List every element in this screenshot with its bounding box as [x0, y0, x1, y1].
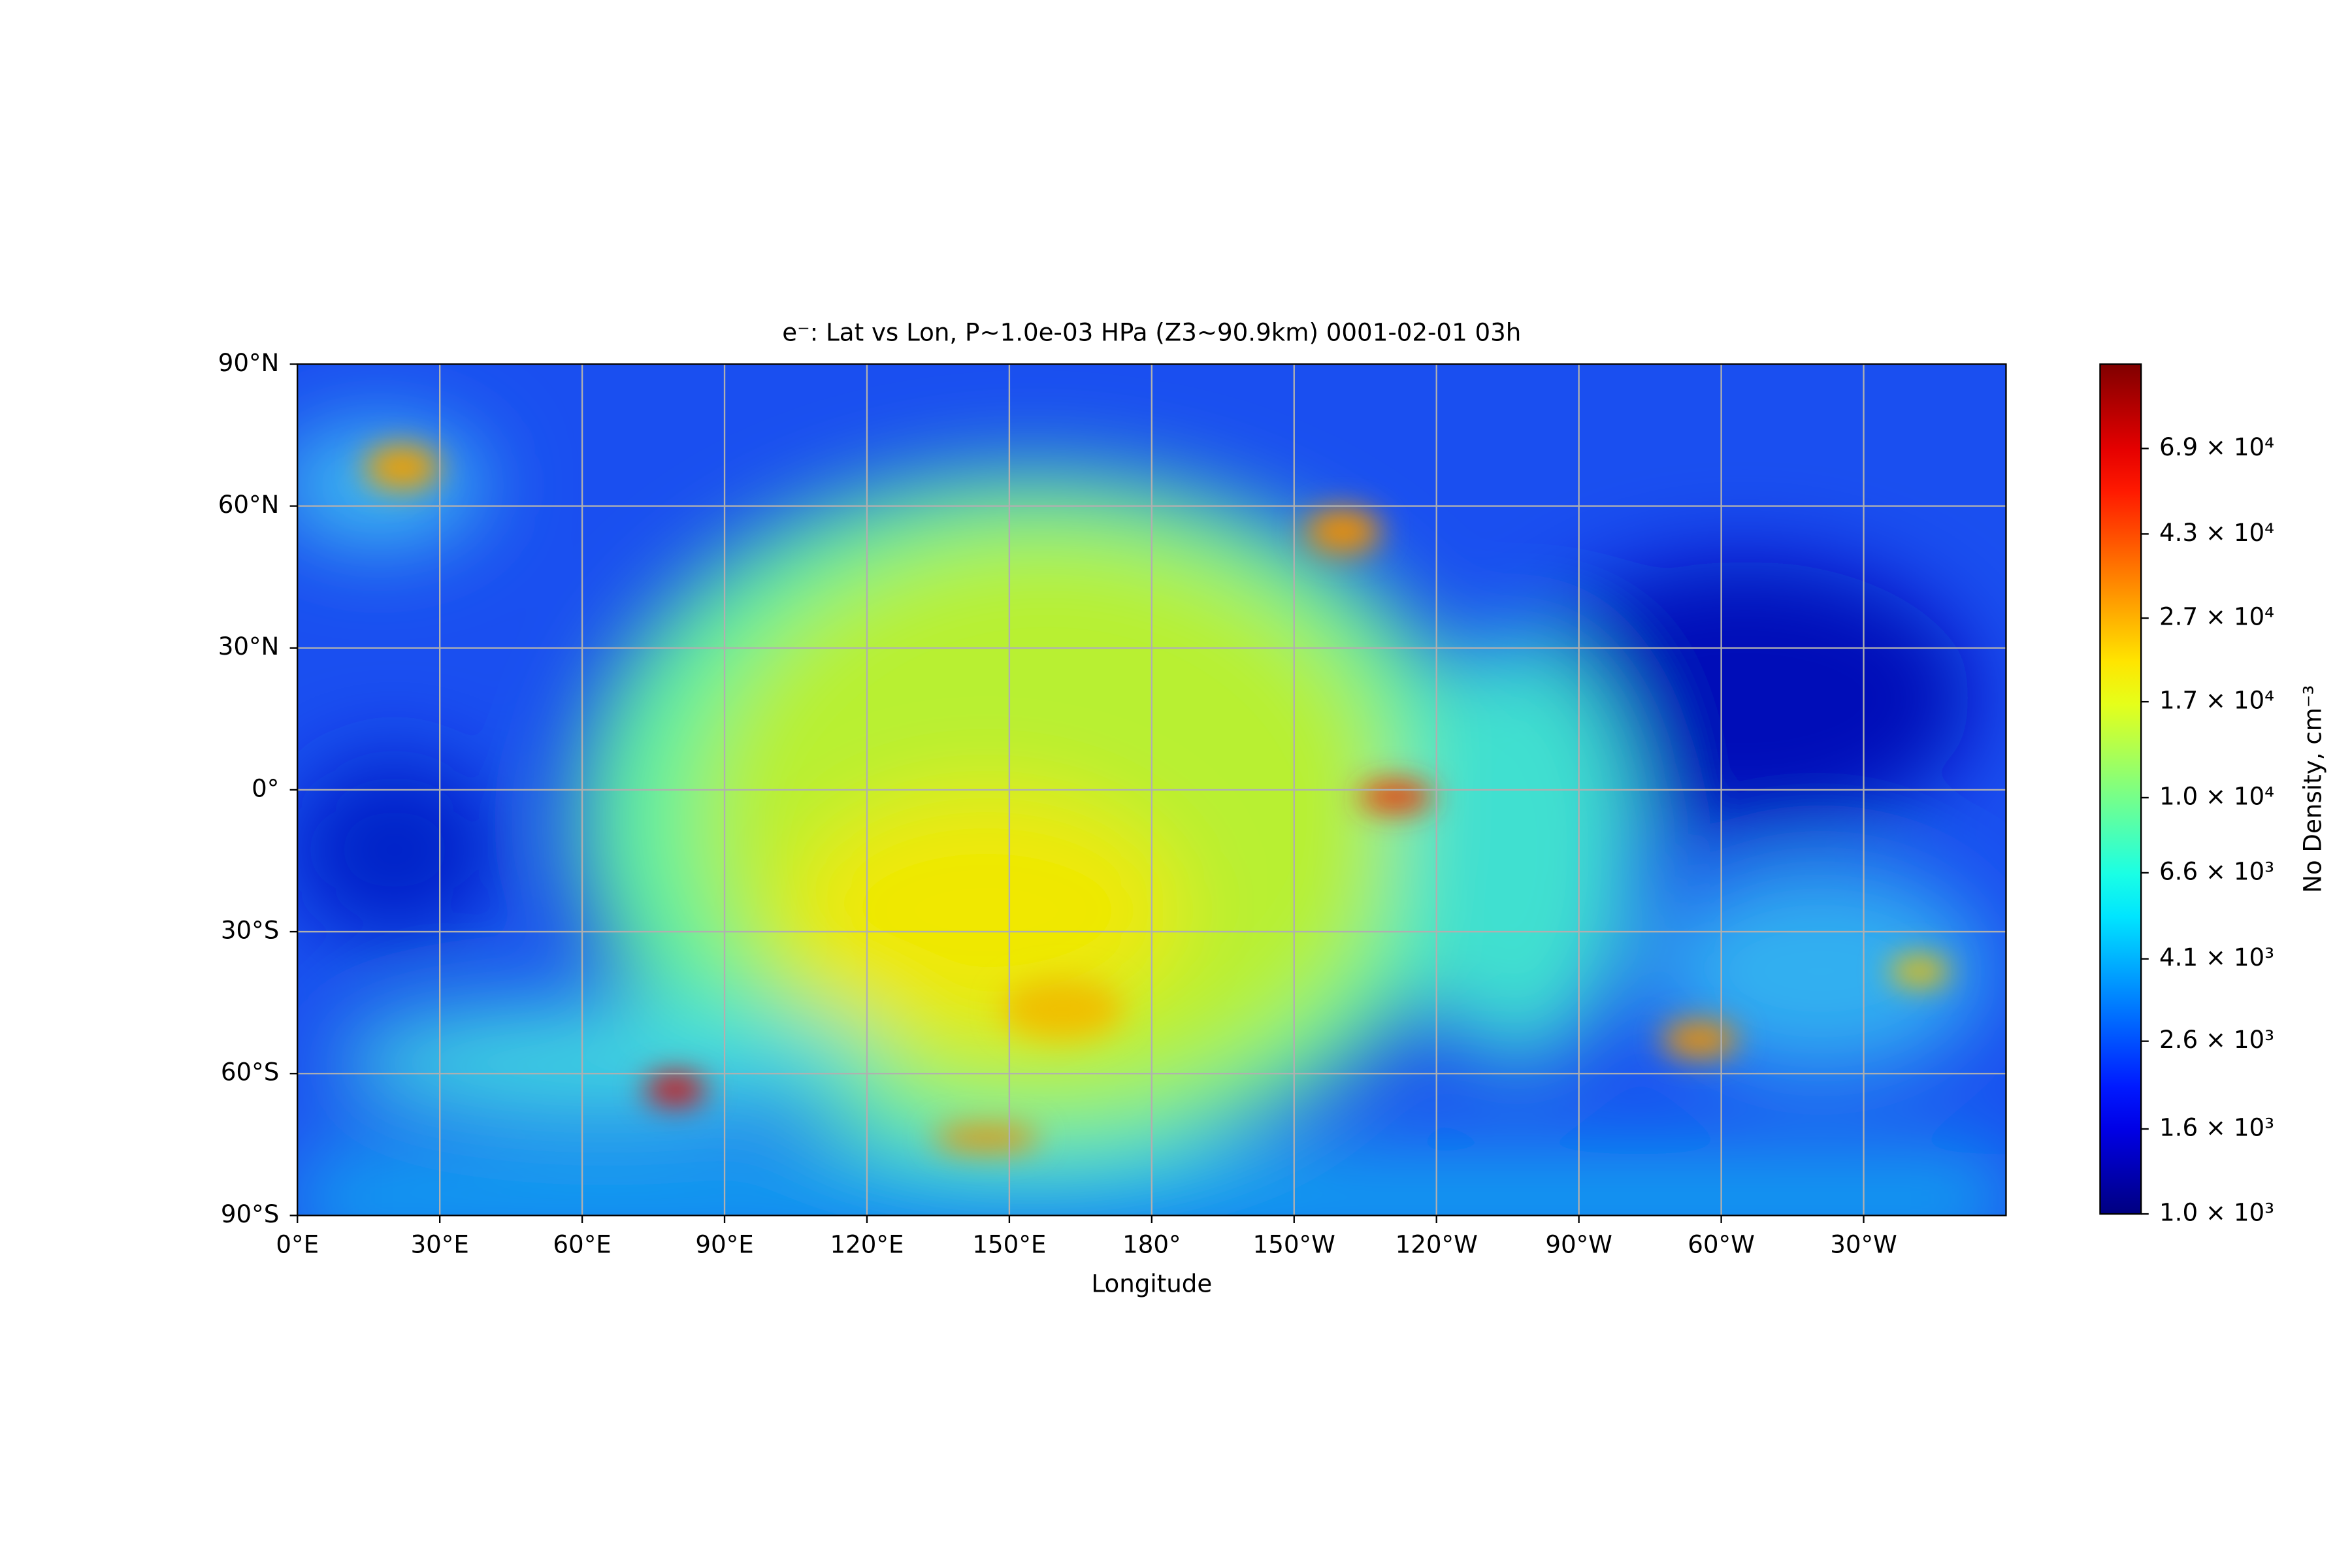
- colorbar: [2099, 363, 2142, 1215]
- colorbar-tick-label: 1.0 × 10⁴: [2159, 782, 2274, 810]
- colorbar-label: No Density, cm⁻³: [2298, 685, 2327, 893]
- colorbar-tick-label: 1.7 × 10⁴: [2159, 687, 2274, 715]
- x-tick-label: 120°W: [1396, 1230, 1478, 1258]
- x-tick-label: 150°E: [972, 1230, 1046, 1258]
- x-tick-label: 60°E: [553, 1230, 611, 1258]
- colorbar-tick-label: 1.6 × 10³: [2159, 1114, 2274, 1142]
- y-tick-label: 0°: [252, 774, 279, 802]
- y-tick-label: 90°S: [221, 1200, 279, 1228]
- colorbar-tick-label: 1.0 × 10³: [2159, 1199, 2274, 1227]
- density-field: [297, 364, 2006, 1216]
- x-tick-label: 0°E: [276, 1230, 319, 1258]
- x-tick-label: 120°E: [830, 1230, 904, 1258]
- y-tick-label: 60°S: [221, 1058, 279, 1086]
- x-tick-label: 60°W: [1688, 1230, 1755, 1258]
- y-tick-label: 30°N: [218, 632, 280, 661]
- chart-title: e⁻: Lat vs Lon, P~1.0e-03 HPa (Z3~90.9km…: [782, 318, 1521, 346]
- x-tick-label: 30°E: [410, 1230, 468, 1258]
- colorbar-tick-label: 6.6 × 10³: [2159, 857, 2274, 885]
- x-axis-label: Longitude: [1091, 1270, 1212, 1298]
- y-tick-label: 60°N: [218, 491, 280, 519]
- x-tick-label: 90°W: [1545, 1230, 1612, 1258]
- x-tick-label: 150°W: [1253, 1230, 1335, 1258]
- x-tick-label: 90°E: [695, 1230, 753, 1258]
- y-tick-label: 90°N: [218, 349, 280, 377]
- colorbar-tick-label: 4.1 × 10³: [2159, 943, 2274, 972]
- x-tick-label: 30°W: [1830, 1230, 1897, 1258]
- y-tick-label: 30°S: [221, 917, 279, 945]
- colorbar-tick-label: 4.3 × 10⁴: [2159, 519, 2274, 547]
- colorbar-tick-label: 2.6 × 10³: [2159, 1026, 2274, 1054]
- x-tick-label: 180°: [1122, 1230, 1181, 1258]
- colorbar-tick-label: 2.7 × 10⁴: [2159, 603, 2274, 631]
- colorbar-tick-label: 6.9 × 10⁴: [2159, 433, 2274, 461]
